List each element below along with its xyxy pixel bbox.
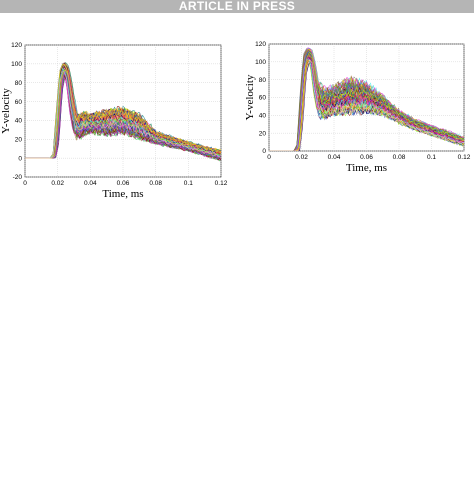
y-tick-label: 60	[259, 95, 267, 102]
series-line	[25, 70, 221, 159]
x-tick-label: 0.04	[84, 180, 97, 187]
y-tick-label: 100	[11, 61, 22, 68]
x-tick-label: 0.08	[393, 154, 406, 161]
x-tick-label: 0	[23, 180, 27, 187]
series-line	[269, 57, 464, 151]
series-line	[269, 55, 464, 151]
x-tick-label: 0.1	[427, 154, 436, 161]
series-traces	[25, 61, 221, 162]
series-line	[269, 49, 464, 151]
series-traces	[269, 47, 464, 151]
x-axis-label: Time, ms	[102, 188, 143, 200]
y-tick-label: 40	[259, 113, 267, 120]
y-axis-label: Y-velocity	[244, 74, 256, 120]
x-tick-label: 0.02	[295, 154, 308, 161]
y-tick-label: 60	[15, 99, 23, 106]
left-chart: 0 0.02 0.04 0.06 0.08 0.1 0.12-200204060801001…	[0, 42, 228, 200]
x-tick-label: 0.12	[215, 180, 228, 187]
x-tick-label: 0.04	[328, 154, 341, 161]
x-axis-label: Time, ms	[346, 162, 387, 174]
series-line	[25, 70, 221, 159]
series-line	[269, 52, 464, 151]
y-tick-label: 100	[255, 59, 266, 66]
y-tick-label: 80	[15, 80, 23, 87]
right-chart: 0 0.02 0.04 0.06 0.08 0.1 0.12 0 20 40 60 80 100 120 T…	[244, 41, 471, 174]
series-line	[269, 59, 464, 151]
y-tick-label: 20	[259, 130, 267, 137]
y-tick-label: 40	[15, 118, 23, 125]
x-tick-label: 0.06	[117, 180, 130, 187]
x-tick-label: 0.12	[458, 154, 471, 161]
y-tick-label: 120	[255, 41, 266, 48]
series-line	[25, 67, 221, 159]
y-tick-label: 80	[259, 77, 267, 84]
x-tick-label: 0.1	[184, 180, 193, 187]
y-tick-label: 0	[262, 148, 266, 155]
y-tick-label: 20	[15, 136, 23, 143]
x-tick-label: 0	[267, 154, 271, 161]
x-tick-label: 0.08	[149, 180, 162, 187]
x-tick-label: 0.06	[360, 154, 373, 161]
y-tick-label: 0	[18, 155, 22, 162]
y-axis-label: Y-velocity	[0, 88, 12, 134]
x-tick-label: 0.02	[51, 180, 64, 187]
y-tick-label: 120	[11, 42, 22, 49]
y-tick-label: -20	[13, 174, 23, 181]
article-in-press-banner: ARTICLE IN PRESS	[0, 0, 474, 13]
series-line	[25, 63, 221, 159]
